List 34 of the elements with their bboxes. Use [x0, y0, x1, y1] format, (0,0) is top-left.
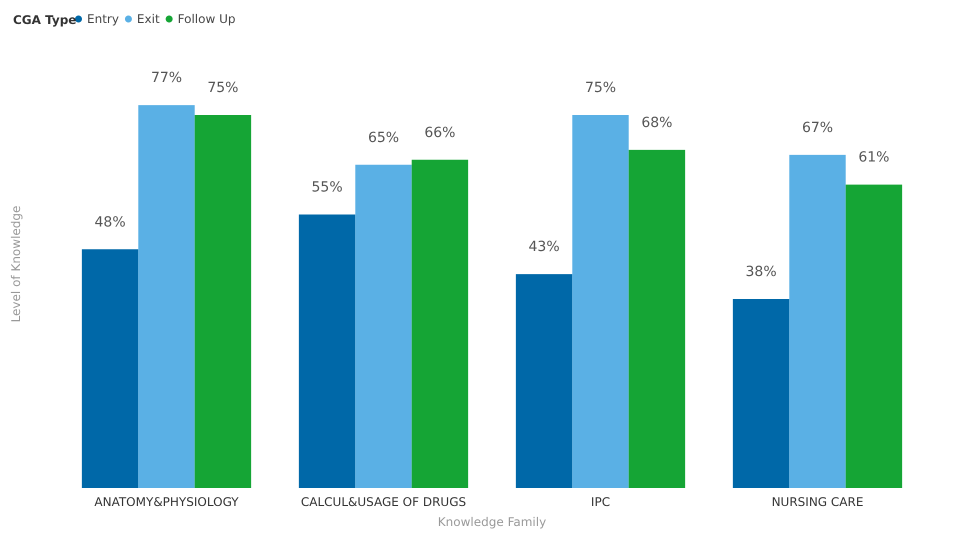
bar	[846, 184, 902, 488]
data-label: 68%	[641, 114, 672, 131]
x-tick-label: CALCUL&USAGE OF DRUGS	[300, 495, 466, 509]
x-tick-label: IPC	[590, 495, 610, 509]
data-label: 48%	[94, 214, 126, 230]
bar	[516, 274, 572, 488]
data-label: 43%	[528, 239, 560, 256]
bar	[789, 154, 846, 488]
data-label: 65%	[368, 130, 400, 146]
bar	[194, 115, 252, 488]
legend-title: CGA Type	[13, 13, 76, 27]
bar	[138, 105, 195, 488]
y-axis-title: Level of Knowledge	[9, 206, 23, 322]
legend-label: Entry	[87, 12, 119, 26]
data-label: 61%	[858, 150, 890, 166]
bar	[82, 249, 138, 488]
data-label: 67%	[802, 120, 834, 136]
data-label: 75%	[207, 80, 238, 96]
bar	[412, 160, 468, 488]
data-label: 66%	[424, 124, 456, 141]
x-tick-label: NURSING CARE	[772, 495, 864, 509]
bar	[628, 150, 686, 488]
bar	[298, 214, 356, 488]
bar	[572, 115, 629, 488]
legend-label: Exit	[136, 12, 160, 26]
bar	[355, 164, 412, 488]
data-label: 55%	[312, 179, 343, 196]
legend-label: Follow Up	[178, 12, 236, 26]
data-label: 38%	[746, 264, 777, 280]
data-label: 75%	[584, 80, 616, 96]
bar	[732, 299, 790, 488]
x-tick-label: ANATOMY&PHYSIOLOGY	[94, 495, 240, 509]
x-axis-title: Knowledge Family	[438, 515, 546, 529]
data-label: 77%	[150, 70, 182, 86]
